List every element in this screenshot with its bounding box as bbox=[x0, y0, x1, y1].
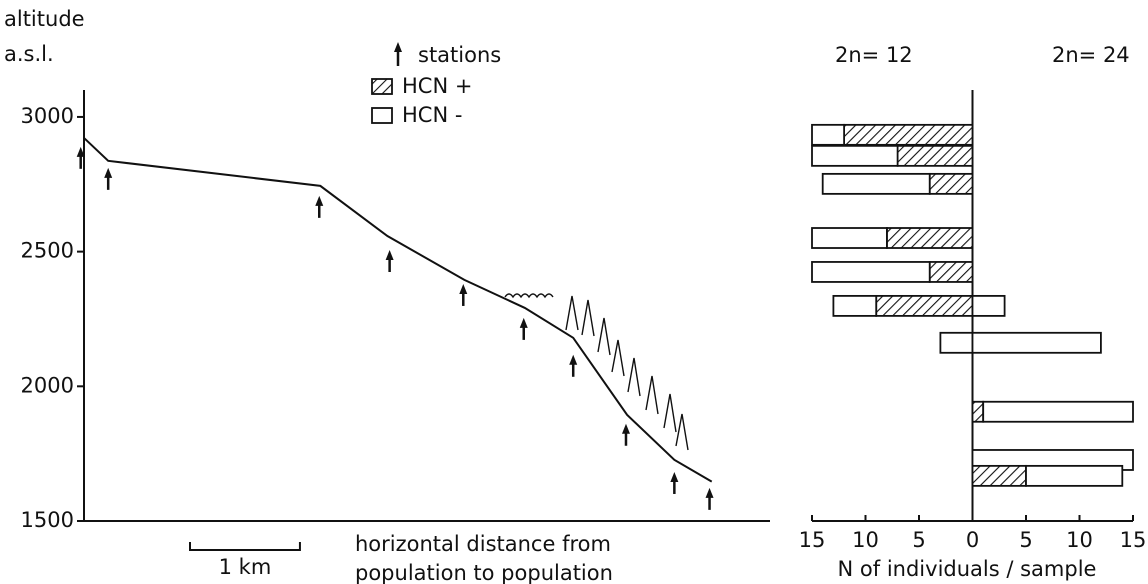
bar-segment bbox=[971, 464, 1027, 487]
x-tick-label: 10 bbox=[1066, 528, 1093, 552]
station-arrow bbox=[670, 471, 679, 494]
bar-segment bbox=[843, 123, 974, 146]
bar-segment bbox=[928, 172, 974, 195]
station-arrow bbox=[385, 250, 394, 273]
bar-segment bbox=[811, 144, 899, 167]
profile-line bbox=[83, 137, 713, 483]
scale-bar-label: 1 km bbox=[219, 555, 272, 579]
vegetation bbox=[504, 293, 689, 451]
bar-segment bbox=[886, 227, 974, 249]
station-arrow bbox=[104, 167, 113, 190]
x-tick-label: 15 bbox=[799, 528, 826, 552]
bar-segment bbox=[1025, 464, 1124, 487]
station-arrow bbox=[569, 354, 578, 377]
y-label: a.s.l. bbox=[4, 42, 54, 66]
bar-segment bbox=[832, 294, 878, 317]
bar-segment bbox=[928, 261, 974, 283]
y-tick-label: 2500 bbox=[21, 239, 74, 263]
bar-segment bbox=[811, 227, 888, 249]
legend: stations HCN + HCN - bbox=[371, 42, 501, 127]
bar-segment bbox=[896, 144, 974, 167]
x-tick-label: 10 bbox=[852, 528, 879, 552]
bar-segment bbox=[971, 294, 1006, 317]
x-label: horizontal distance from bbox=[355, 532, 611, 556]
legend-label: HCN - bbox=[402, 103, 462, 127]
y-tick-label: 2000 bbox=[21, 373, 74, 397]
bar-segment bbox=[875, 294, 974, 317]
side-label: 2n= 12 bbox=[835, 43, 913, 67]
x-label: N of individuals / sample bbox=[838, 557, 1097, 581]
y-label: altitude bbox=[4, 7, 85, 31]
x-tick-label: 5 bbox=[912, 528, 925, 552]
x-tick-label: 0 bbox=[966, 528, 979, 552]
scale-bar bbox=[189, 542, 301, 551]
bar-segment bbox=[939, 331, 974, 354]
bar-segment bbox=[971, 400, 985, 423]
y-tick-label: 3000 bbox=[21, 104, 74, 128]
side-label: 2n= 24 bbox=[1052, 43, 1130, 67]
station-arrow bbox=[519, 317, 528, 340]
bar-segment bbox=[971, 331, 1102, 354]
station-arrow bbox=[76, 146, 85, 169]
bar-segment bbox=[811, 123, 845, 146]
legend-swatch bbox=[371, 78, 393, 95]
station-arrow bbox=[459, 283, 468, 306]
x-tick-label: 5 bbox=[1019, 528, 1032, 552]
bar-segment bbox=[811, 261, 931, 283]
bar-segment bbox=[821, 172, 931, 195]
legend-label: HCN + bbox=[402, 74, 472, 98]
bar-segment bbox=[982, 400, 1134, 423]
legend-swatch bbox=[371, 107, 393, 124]
legend-arrow-head bbox=[394, 42, 402, 52]
station-arrow bbox=[315, 195, 324, 218]
station-arrow bbox=[705, 487, 714, 510]
legend-label: stations bbox=[418, 43, 501, 67]
y-tick-label: 1500 bbox=[21, 508, 74, 532]
station-arrow bbox=[621, 423, 630, 446]
x-tick-label: 15 bbox=[1120, 528, 1147, 552]
x-label: population to population bbox=[355, 561, 613, 584]
